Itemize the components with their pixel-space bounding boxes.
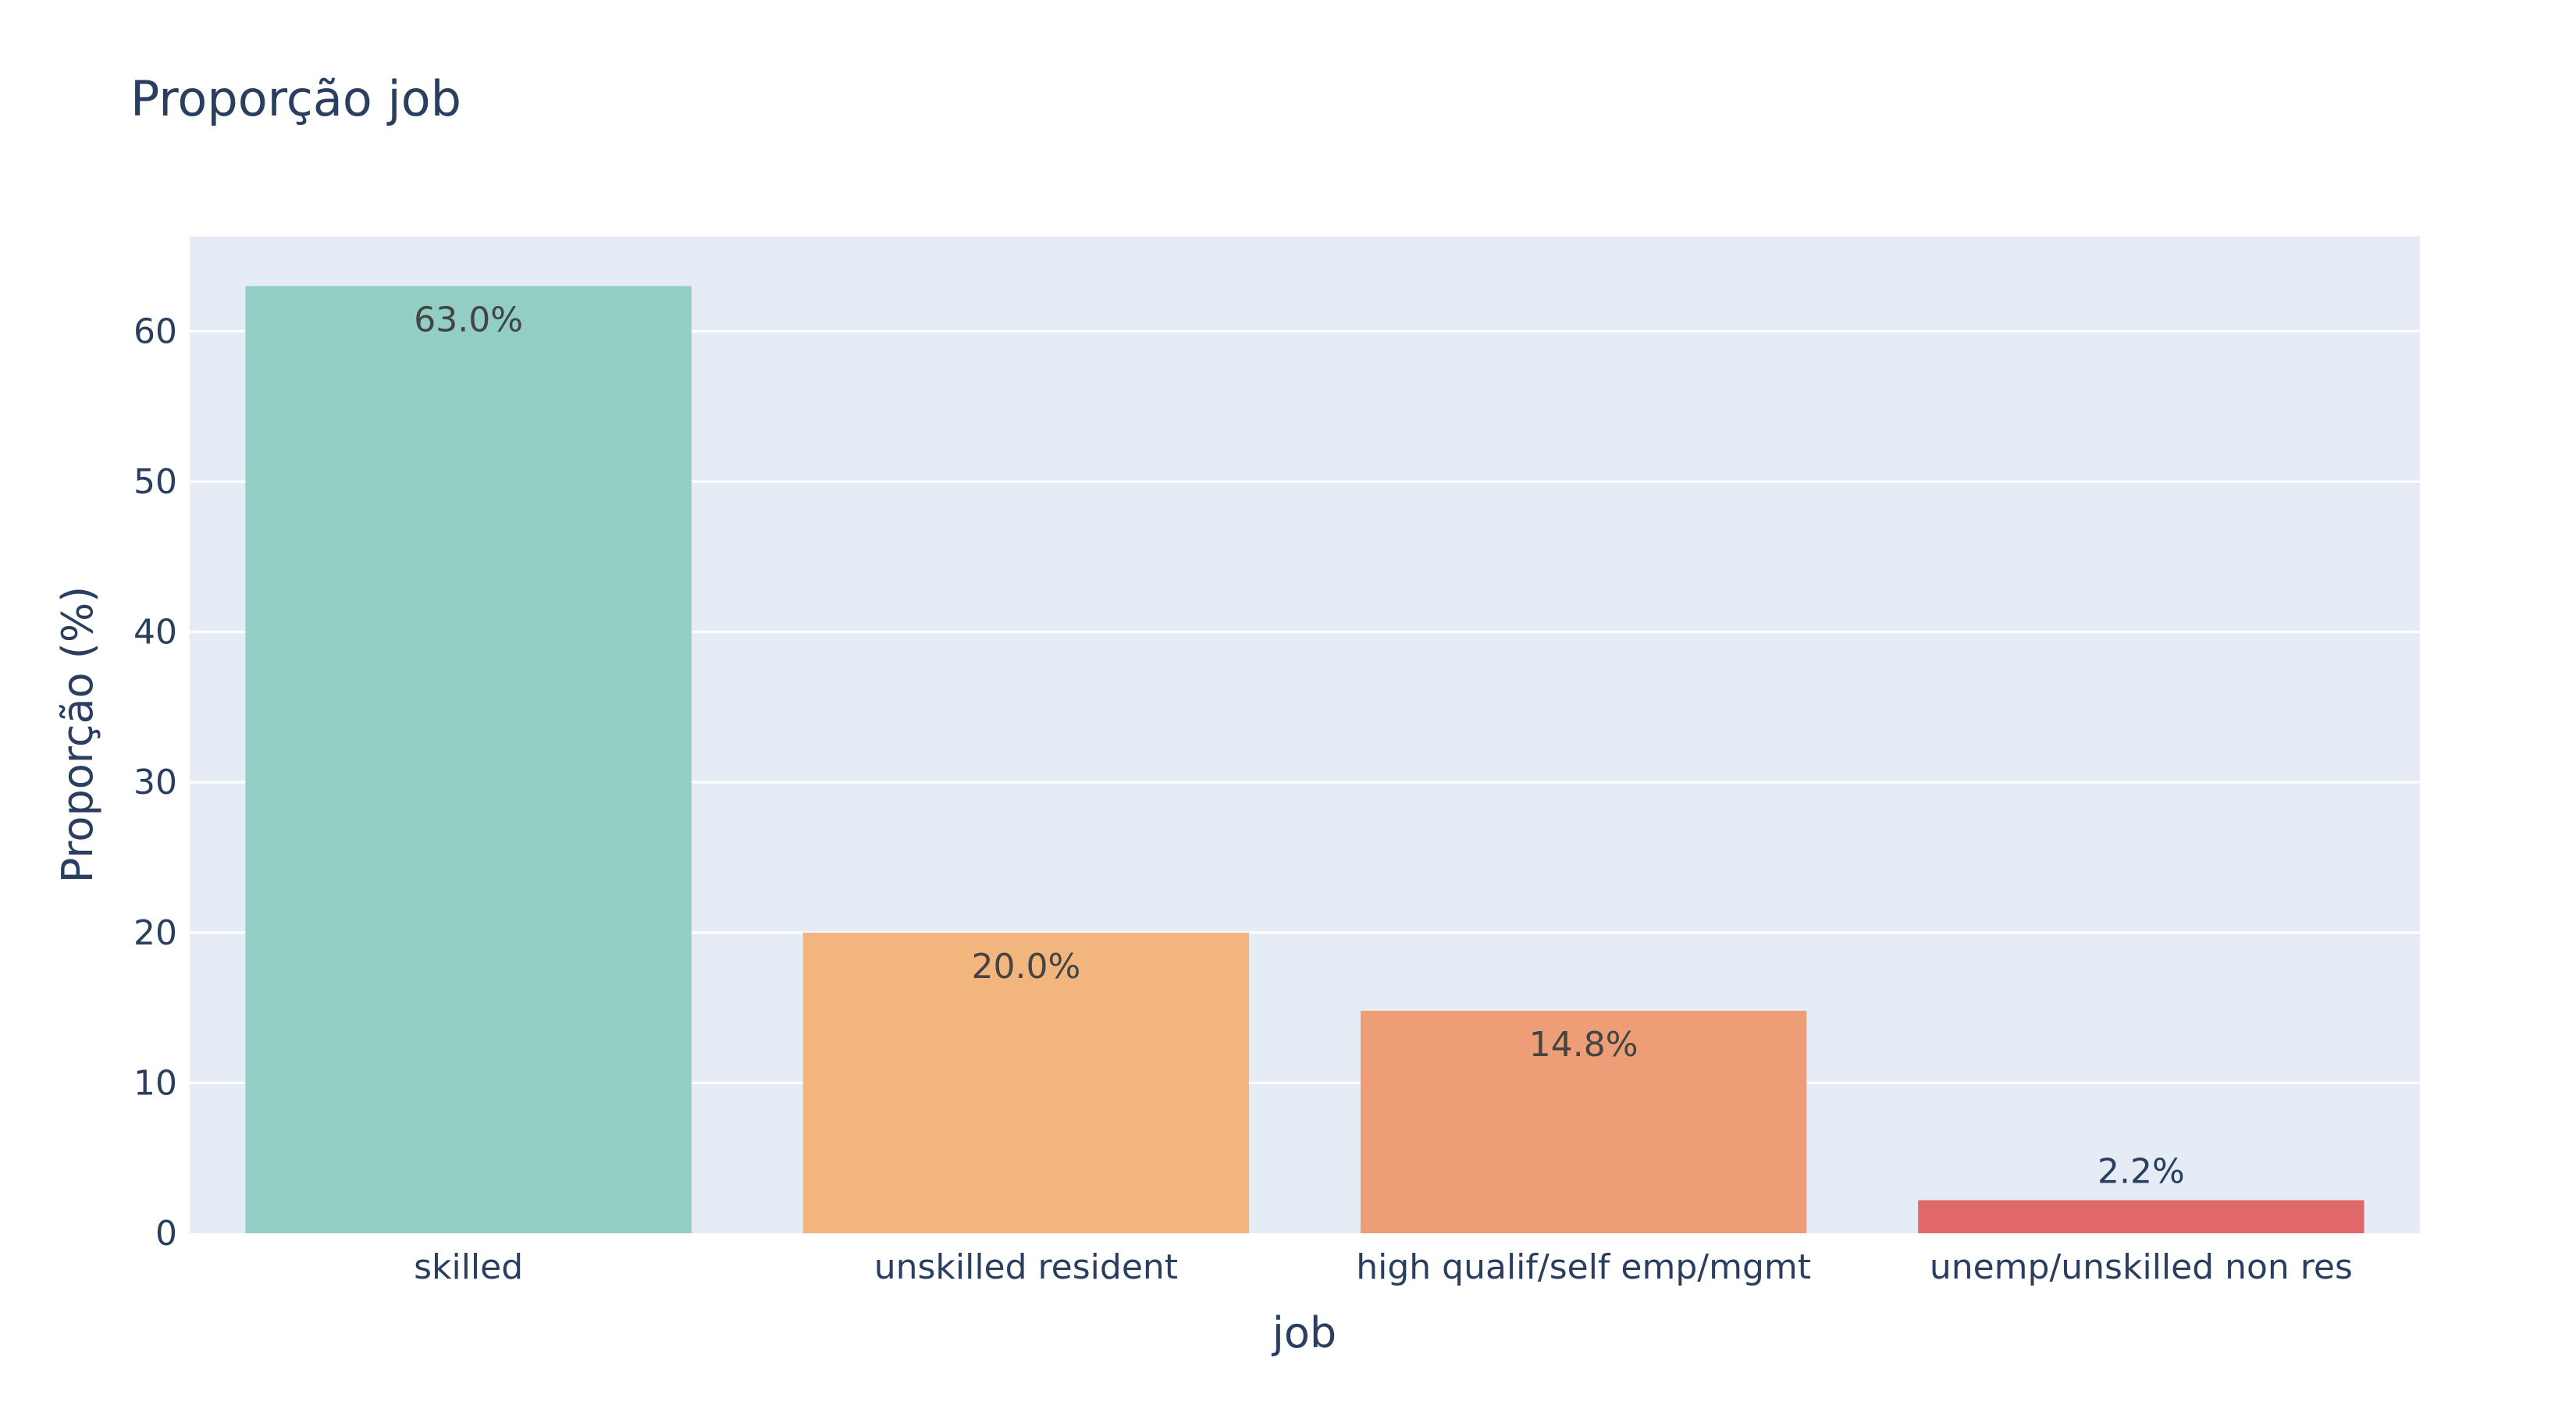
bar <box>245 286 692 1234</box>
x-tick-label: unemp/unskilled non res <box>1930 1247 2353 1287</box>
x-tick-label: skilled <box>414 1247 523 1287</box>
bar-labels: 63.0% 20.0% 14.8% 2.2% <box>414 301 2185 1192</box>
y-axis-ticks: 0 10 20 30 40 50 60 <box>133 311 177 1254</box>
y-tick-label: 20 <box>133 913 177 953</box>
bars <box>245 286 2364 1234</box>
bar-data-label: 63.0% <box>414 301 523 340</box>
y-tick-label: 30 <box>133 763 177 802</box>
y-tick-label: 40 <box>133 613 177 653</box>
y-tick-label: 0 <box>155 1214 177 1254</box>
bar-data-label: 14.8% <box>1529 1025 1638 1065</box>
y-tick-label: 60 <box>133 311 177 351</box>
chart-title: Proporção job <box>130 70 461 127</box>
bar-data-label: 20.0% <box>971 947 1080 987</box>
bar <box>1918 1200 2364 1233</box>
bar <box>802 932 1250 1233</box>
y-tick-label: 10 <box>133 1063 177 1103</box>
x-axis-ticks: skilled unskilled resident high qualif/sel… <box>414 1247 2353 1287</box>
y-axis-title: Proporção (%) <box>53 586 102 883</box>
x-axis-title: job <box>1272 1308 1336 1357</box>
x-tick-label: unskilled resident <box>874 1247 1178 1287</box>
y-tick-label: 50 <box>133 462 177 502</box>
x-tick-label: high qualif/self emp/mgmt <box>1356 1247 1811 1287</box>
bar-data-label: 2.2% <box>2097 1152 2185 1192</box>
bar <box>1360 1010 1807 1233</box>
